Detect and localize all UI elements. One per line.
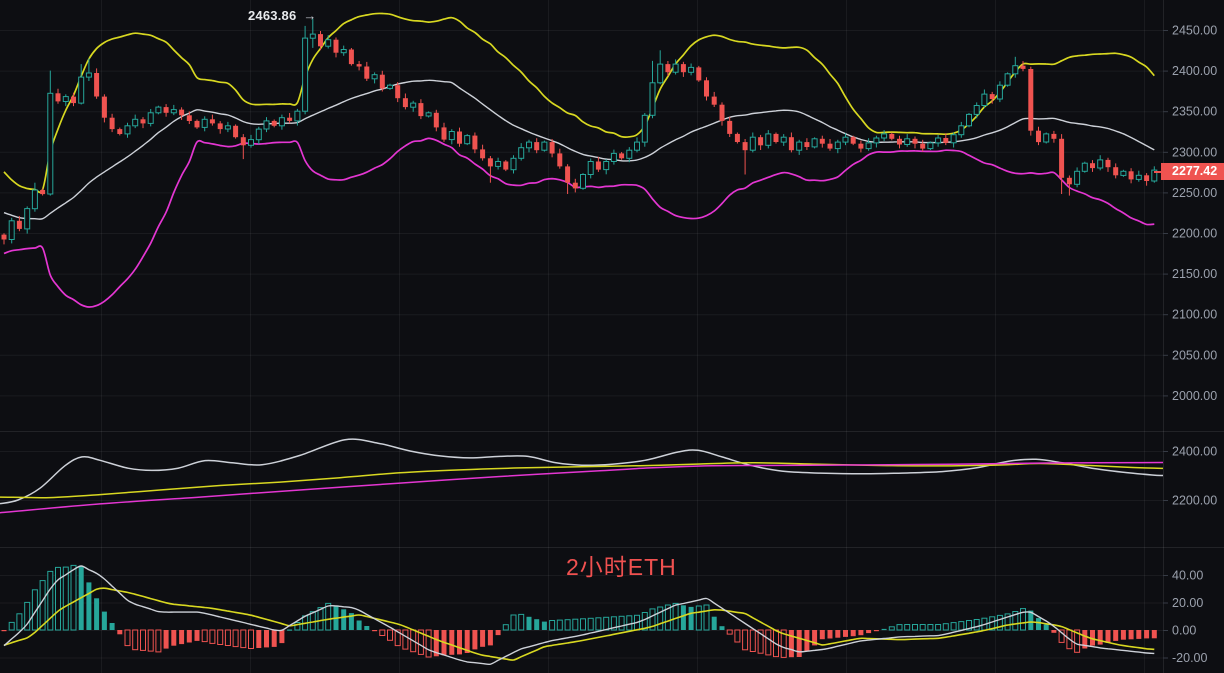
boll-middle-line <box>3 79 1155 220</box>
symbol-interval-label: 2小时ETH <box>566 554 677 580</box>
ma-axis-tick: 2200.00 <box>1172 494 1217 508</box>
main-axis-tick: 2350.00 <box>1172 105 1217 119</box>
main-axis-tick: 2450.00 <box>1172 24 1217 38</box>
arrow-right-icon: → <box>303 8 317 23</box>
last-price-badge: 2277.42 <box>1154 163 1224 180</box>
main-axis-tick: 2300.00 <box>1172 145 1217 159</box>
peak-price-annotation: 2463.86 → <box>248 8 317 23</box>
bollinger-bands <box>3 12 1155 308</box>
macd-axis-tick: -20.00 <box>1172 651 1207 665</box>
ma-panel <box>0 438 1163 514</box>
peak-price-label: 2463.86 <box>248 8 297 23</box>
slow-ma-line <box>0 461 1163 514</box>
macd-axis-tick: 40.00 <box>1172 569 1203 583</box>
main-axis-tick: 2250.00 <box>1172 186 1217 200</box>
main-axis-tick: 2400.00 <box>1172 64 1217 78</box>
mid-ma-line <box>0 462 1163 499</box>
dif-line <box>3 565 1155 666</box>
ma-axis-tick: 2400.00 <box>1172 445 1217 459</box>
macd-lines <box>3 565 1155 666</box>
macd-axis-tick: 20.00 <box>1172 596 1203 610</box>
main-axis-tick: 2100.00 <box>1172 308 1217 322</box>
boll-lower-line <box>3 137 1155 308</box>
main-axis-tick: 2000.00 <box>1172 389 1217 403</box>
main-axis-tick: 2150.00 <box>1172 267 1217 281</box>
main-axis-tick: 2050.00 <box>1172 348 1217 362</box>
candlestick-series <box>1 18 1158 245</box>
last-price-value: 2277.42 <box>1172 164 1218 178</box>
main-axis-tick: 2200.00 <box>1172 227 1217 241</box>
last-price-tick-dash <box>1154 171 1169 173</box>
price-axis: 2450.00 2400.00 2350.00 2300.00 2250.00 2200.… <box>1163 24 1217 665</box>
macd-axis-tick: 0.00 <box>1172 624 1196 638</box>
dea-line <box>3 587 1155 661</box>
